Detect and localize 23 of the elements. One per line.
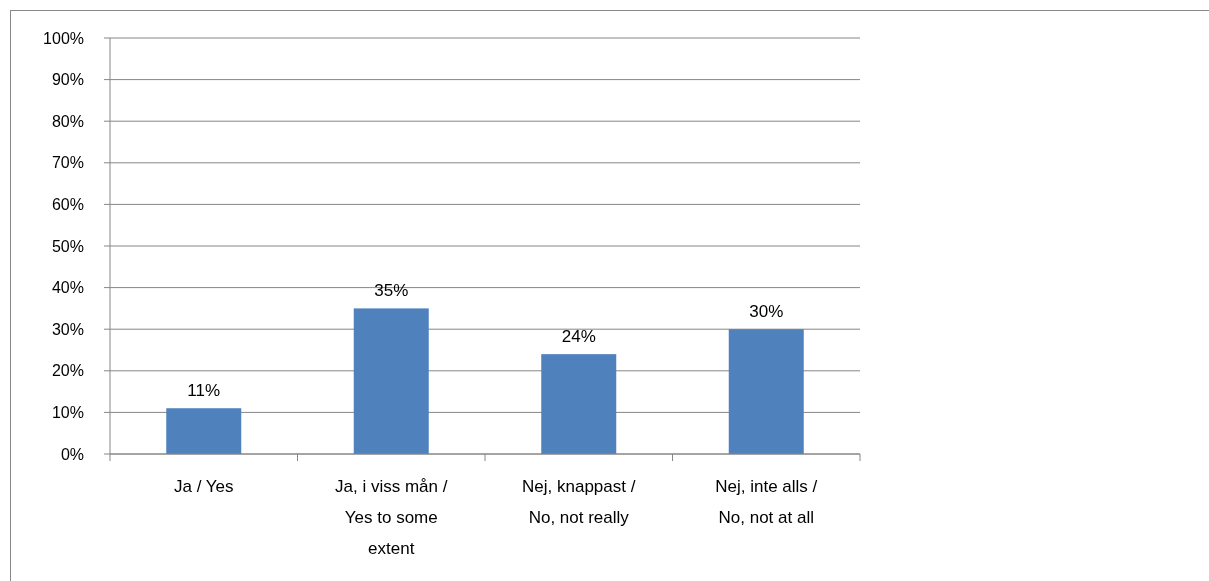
y-tick-label: 60% xyxy=(51,196,84,213)
y-tick-label: 100% xyxy=(43,29,84,47)
y-tick-label: 80% xyxy=(51,112,84,130)
data-label: 24% xyxy=(561,327,596,347)
x-tick-label: Nej, knappast / No, not really xyxy=(522,477,636,527)
data-label: 11% xyxy=(187,381,221,401)
data-label: 35% xyxy=(374,281,409,301)
y-tick-label: 20% xyxy=(51,362,84,380)
data-label: 30% xyxy=(749,302,784,322)
y-tick-label: 10% xyxy=(51,404,84,421)
bar xyxy=(541,354,617,454)
y-tick-label: 30% xyxy=(51,320,84,338)
bar xyxy=(728,329,804,454)
y-tick-label: 90% xyxy=(51,71,84,89)
y-tick-label: 70% xyxy=(51,154,84,172)
y-tick-label: 50% xyxy=(51,237,84,255)
bar xyxy=(166,408,242,454)
x-tick-label: Ja / Yes xyxy=(173,477,234,496)
y-tick-label: 0% xyxy=(60,445,84,463)
bar xyxy=(353,308,429,454)
x-tick-label: Ja, i viss mån / Yes to some extent xyxy=(335,477,448,558)
x-tick-label: Nej, inte alls / No, not at all xyxy=(715,477,818,527)
y-tick-label: 40% xyxy=(51,279,84,297)
